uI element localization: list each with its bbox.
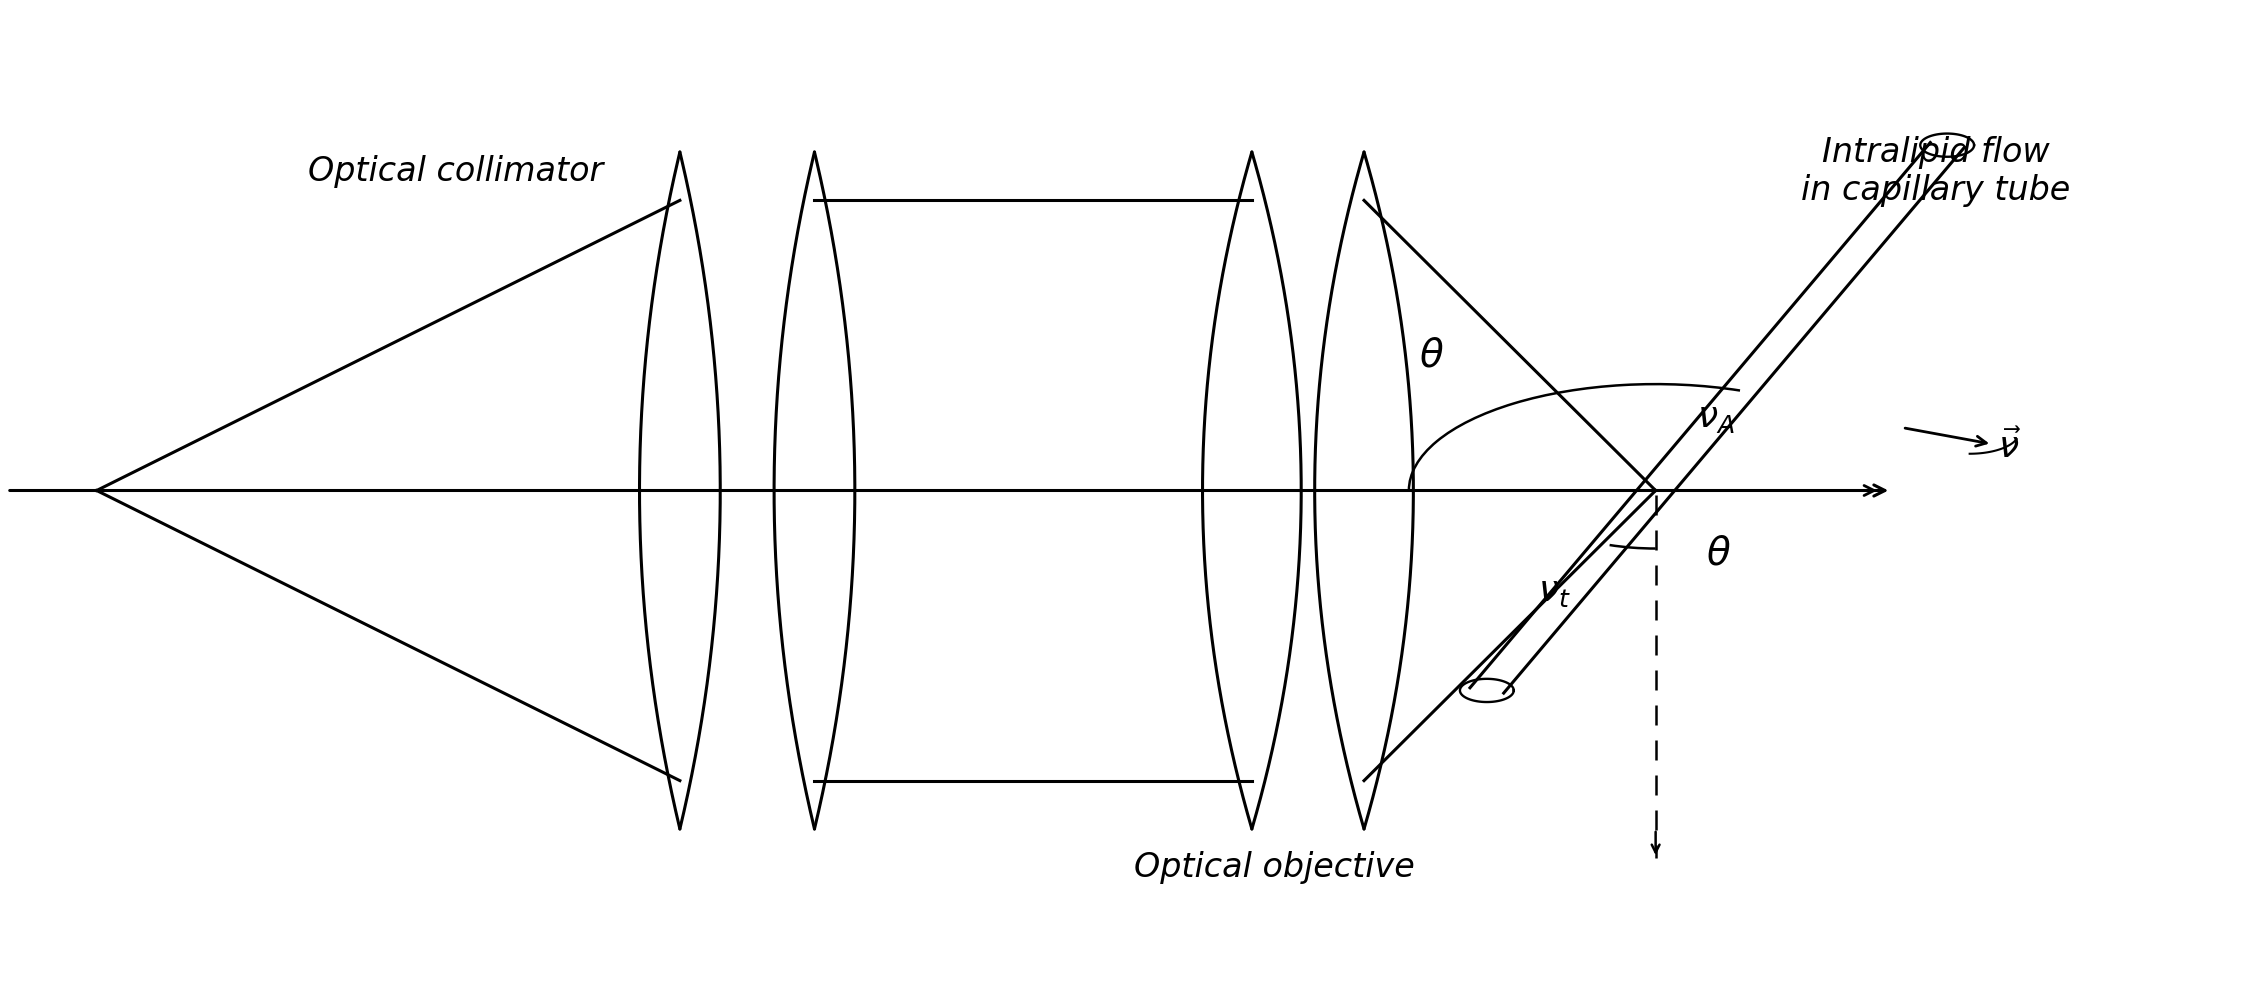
Text: $\nu_t$: $\nu_t$ xyxy=(1539,575,1571,609)
Text: Optical collimator: Optical collimator xyxy=(307,155,603,187)
Text: Optical objective: Optical objective xyxy=(1133,852,1415,884)
Text: $\theta$: $\theta$ xyxy=(1706,535,1731,572)
Text: $\vec{\nu}$: $\vec{\nu}$ xyxy=(1997,429,2022,465)
Text: $\nu_A$: $\nu_A$ xyxy=(1697,401,1736,435)
Text: $\theta$: $\theta$ xyxy=(1420,336,1444,374)
Text: Intralipid flow
in capillary tube: Intralipid flow in capillary tube xyxy=(1801,135,2070,207)
